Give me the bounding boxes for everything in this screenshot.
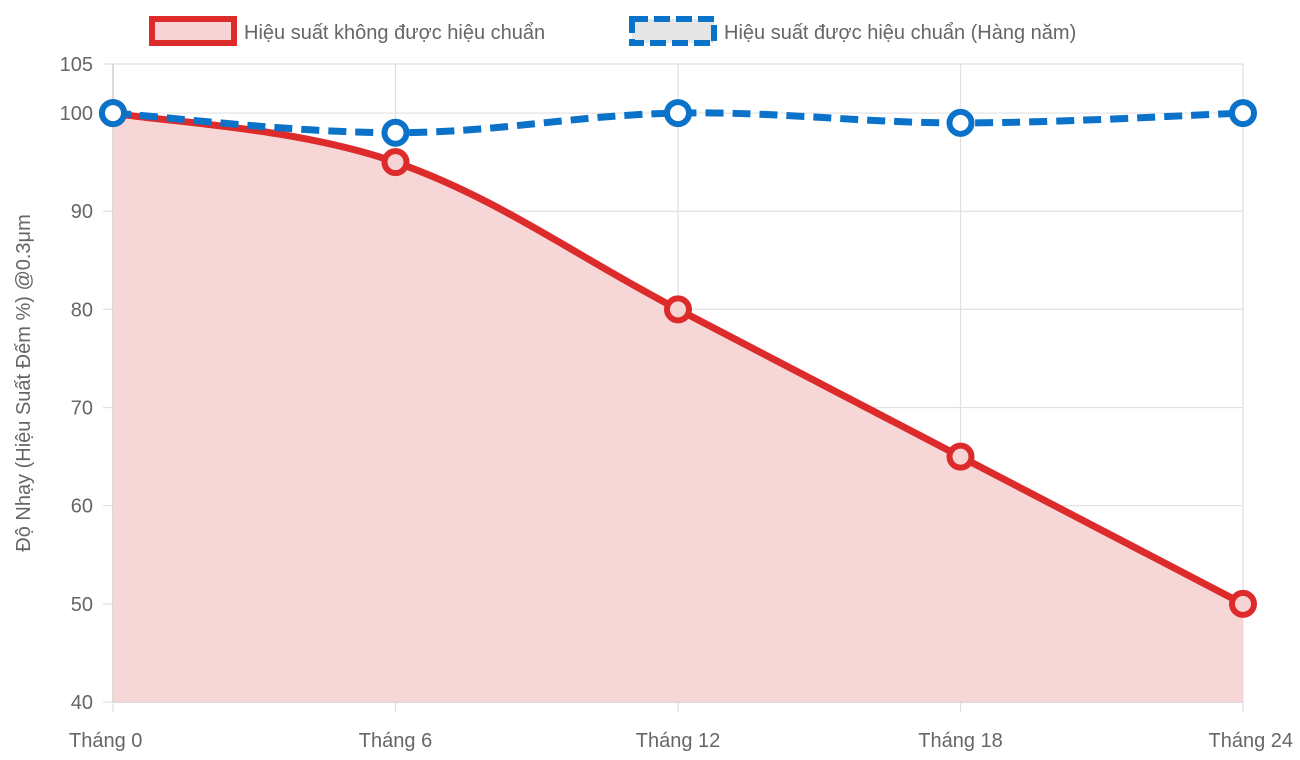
x-axis-ticks: Tháng 0 Tháng 6 Tháng 12 Tháng 18 Tháng 24 (69, 730, 1293, 752)
data-point (946, 108, 975, 137)
y-tick-label: 60 (71, 496, 93, 518)
legend-label: Hiệu suất được hiệu chuẩn (Hàng năm) (724, 22, 1076, 44)
legend-swatch (629, 16, 717, 46)
data-point (381, 148, 410, 177)
legend-swatch (149, 16, 237, 46)
y-tick-label: 90 (71, 201, 93, 223)
legend-item[interactable]: Hiệu suất không được hiệu chuẩn (149, 16, 545, 46)
legend: Hiệu suất không được hiệu chuẩn Hiệu suất… (149, 16, 1076, 46)
y-tick-label: 100 (60, 103, 93, 125)
legend-item[interactable]: Hiệu suất được hiệu chuẩn (Hàng năm) (629, 16, 1076, 46)
x-tick-label: Tháng 0 (69, 730, 142, 752)
y-tick-label: 80 (71, 299, 93, 321)
series-area-fill (113, 113, 1243, 703)
area-fills (113, 113, 1243, 703)
data-point (946, 442, 975, 471)
data-point (1229, 99, 1257, 128)
series-line (112, 109, 1244, 137)
y-tick-label: 70 (71, 398, 93, 420)
x-tick-label: Tháng 24 (1208, 730, 1293, 752)
x-tick-label: Tháng 12 (636, 730, 721, 752)
y-tick-label: 105 (60, 54, 93, 76)
y-tick-label: 40 (71, 692, 93, 714)
y-axis-ticks: 40 50 60 70 80 90 100 105 (60, 54, 93, 714)
legend-label: Hiệu suất không được hiệu chuẩn (244, 22, 545, 44)
data-point (99, 99, 127, 128)
data-point (664, 99, 692, 128)
x-tick-label: Tháng 18 (918, 730, 1003, 752)
data-point (664, 295, 692, 324)
y-tick-label: 50 (71, 594, 93, 616)
data-point (381, 118, 410, 147)
y-axis-label: Độ Nhạy (Hiệu Suất Đếm %) @0.3μm (13, 214, 35, 552)
data-point (1229, 589, 1257, 618)
x-tick-label: Tháng 6 (359, 730, 432, 752)
series-points (99, 99, 1257, 618)
